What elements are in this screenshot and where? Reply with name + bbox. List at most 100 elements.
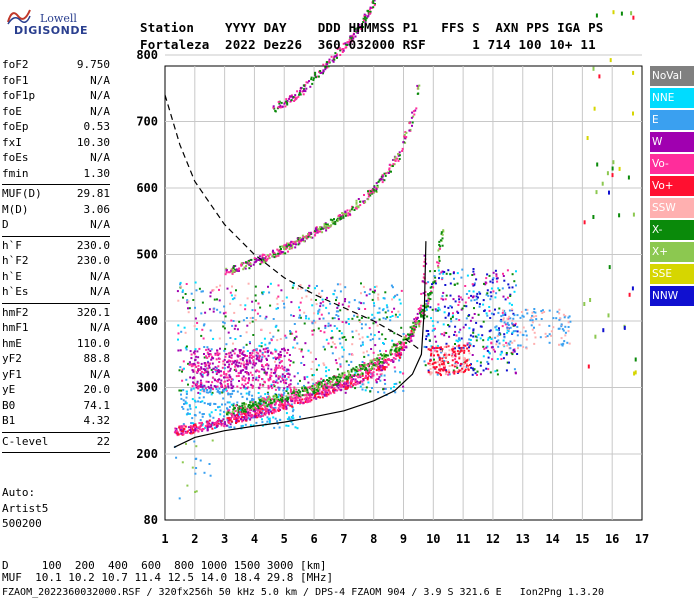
echo-point <box>253 257 256 260</box>
echo-point <box>239 358 242 361</box>
echo-point <box>502 295 505 298</box>
echo-point <box>357 333 360 336</box>
echo-point <box>219 347 221 350</box>
echo-point <box>333 378 336 381</box>
echo-point <box>355 366 358 368</box>
echo-point <box>447 314 450 317</box>
echo-point <box>296 391 299 394</box>
echo-point <box>255 414 258 417</box>
echo-point <box>242 268 245 271</box>
echo-point <box>305 235 308 238</box>
echo-point <box>254 401 257 404</box>
echo-point <box>332 388 335 391</box>
echo-point <box>224 347 227 350</box>
echo-point <box>443 363 446 366</box>
echo-point <box>242 353 245 356</box>
echo-point <box>369 194 372 197</box>
echo-point <box>294 391 297 394</box>
echo-point <box>344 386 347 389</box>
echo-point <box>369 376 372 379</box>
echo-point <box>505 352 508 354</box>
echo-point <box>264 398 267 401</box>
echo-point <box>185 393 188 395</box>
echo-point <box>237 417 240 420</box>
echo-point <box>469 344 472 347</box>
echo-point <box>389 319 392 322</box>
echo-point <box>311 393 314 396</box>
echo-point <box>260 403 263 405</box>
echo-point <box>230 294 233 297</box>
echo-point <box>511 308 513 311</box>
echo-point <box>291 244 294 247</box>
echo-point <box>441 357 444 360</box>
echo-point <box>318 386 321 389</box>
echo-point <box>267 418 270 421</box>
echo-point <box>195 445 198 448</box>
echo-point <box>226 413 228 416</box>
echo-point <box>273 400 276 403</box>
echo-point <box>430 354 432 357</box>
echo-point <box>564 331 567 334</box>
param-label: yF2 <box>2 352 22 365</box>
echo-point <box>266 408 269 411</box>
echo-point <box>197 400 200 403</box>
echo-point <box>361 343 364 346</box>
echo-point <box>231 272 234 275</box>
echo-point <box>266 410 269 413</box>
echo-point <box>399 371 402 374</box>
echo-point <box>199 425 202 428</box>
echo-point <box>283 355 286 358</box>
echo-point <box>309 351 312 354</box>
echo-point <box>439 361 442 364</box>
echo-point <box>443 368 446 371</box>
echo-point <box>183 326 186 329</box>
echo-point <box>435 371 438 374</box>
echo-point <box>508 286 511 289</box>
echo-point <box>254 403 257 406</box>
echo-point <box>348 213 351 216</box>
echo-point <box>204 387 207 390</box>
echo-point <box>442 229 445 232</box>
echo-point <box>175 427 178 430</box>
echo-point <box>223 305 226 308</box>
echo-point <box>466 347 469 350</box>
echo-point <box>351 206 354 209</box>
echo-point <box>177 433 180 436</box>
echo-point <box>194 359 197 362</box>
echo-point <box>341 385 344 388</box>
echo-point <box>495 292 498 295</box>
echo-point <box>300 238 303 241</box>
echo-point <box>369 6 372 9</box>
echo-point <box>229 302 232 305</box>
legend-sse: SSE <box>650 264 694 284</box>
echo-point <box>266 254 269 257</box>
param-value: N/A <box>90 269 110 283</box>
echo-point <box>206 346 209 349</box>
echo-point <box>331 317 334 320</box>
echo-point <box>317 383 320 386</box>
echo-point <box>439 365 441 368</box>
echo-point <box>311 329 314 332</box>
echo-point <box>300 362 303 364</box>
echo-point <box>365 370 368 373</box>
echo-point <box>182 389 185 392</box>
echo-point <box>304 389 307 392</box>
echo-point <box>239 352 242 355</box>
echo-point <box>267 409 270 412</box>
echo-point <box>188 363 191 366</box>
echo-point <box>449 273 452 276</box>
echo-point <box>232 342 234 345</box>
echo-point <box>256 356 259 359</box>
echo-point <box>318 317 321 320</box>
echo-point <box>323 348 326 351</box>
echo-point <box>397 310 400 313</box>
echo-point <box>319 302 322 305</box>
echo-point <box>264 409 267 412</box>
echo-point <box>469 334 472 337</box>
echo-point <box>277 376 280 379</box>
echo-point <box>371 290 374 293</box>
echo-point <box>222 371 225 374</box>
echo-point <box>310 368 313 370</box>
echo-point <box>284 105 287 108</box>
echo-point <box>379 349 381 352</box>
